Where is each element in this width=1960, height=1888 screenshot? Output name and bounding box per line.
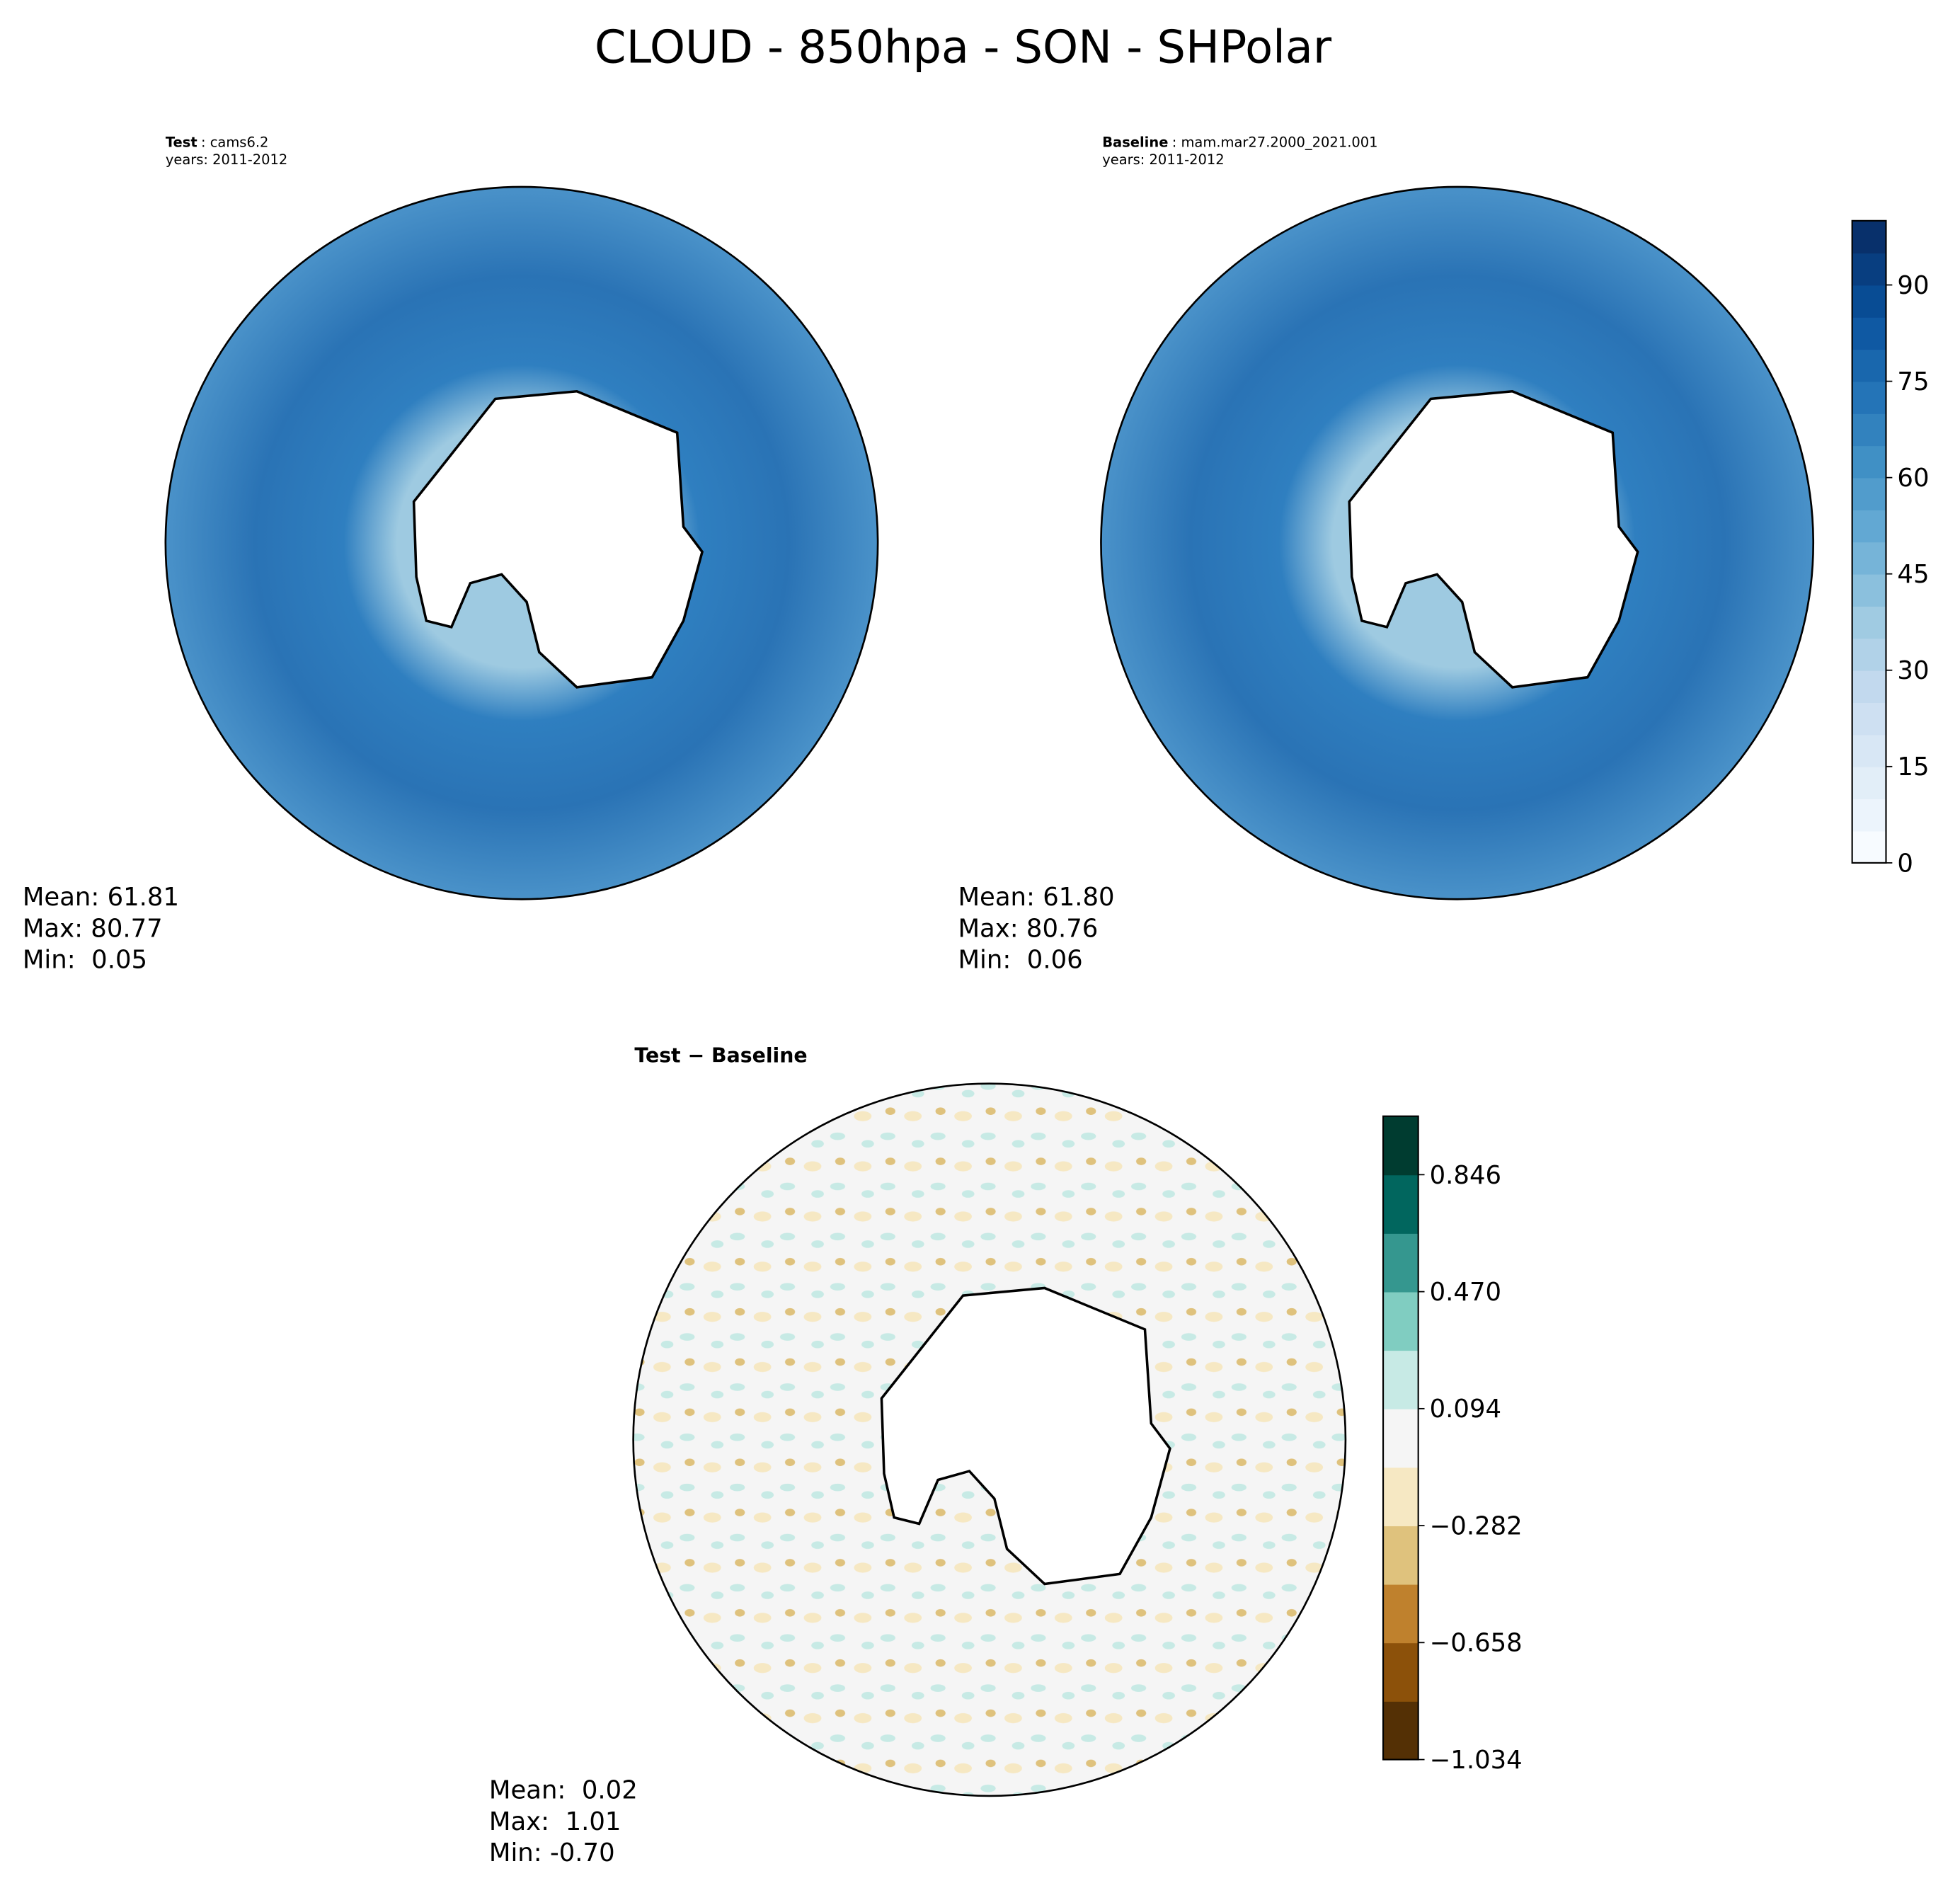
- colorbar-tick-label: 0.470: [1430, 1278, 1501, 1307]
- colorbar-tick-label: −1.034: [1430, 1746, 1523, 1775]
- colorbar-level: [1852, 220, 1886, 254]
- panel-title-case: : mam.mar27.2000_2021.001: [1172, 134, 1378, 150]
- colorbar-level: [1852, 638, 1886, 671]
- colorbar-level: [1852, 349, 1886, 382]
- colorbar-level: [1852, 413, 1886, 447]
- panel-stat: Mean: 0.02: [489, 1775, 638, 1804]
- colorbar-tick-label: 0: [1897, 849, 1913, 878]
- map-diff: [632, 1082, 1347, 1797]
- colorbar-level: [1852, 477, 1886, 510]
- colorbar-level: [1383, 1408, 1419, 1468]
- colorbar-tick-label: 60: [1897, 464, 1929, 493]
- panel-years: years: 2011-2012: [166, 151, 287, 168]
- colorbar-level: [1383, 1291, 1419, 1351]
- figure-title: CLOUD - 850hpa - SON - SHPolar: [595, 22, 1332, 74]
- colorbar-tick-label: 15: [1897, 753, 1929, 782]
- panel-stat: Min: 0.06: [958, 946, 1082, 975]
- antarctica: [1348, 389, 1639, 689]
- colorbar-frame: [1851, 219, 1887, 864]
- colorbar-level: [1383, 1584, 1419, 1644]
- colorbar-level: [1383, 1526, 1419, 1585]
- colorbar-level: [1852, 830, 1886, 864]
- panel-stat: Min: 0.05: [23, 946, 147, 975]
- panel-stat: Max: 1.01: [489, 1807, 621, 1836]
- colorbar-level: [1852, 542, 1886, 575]
- colorbar-level: [1852, 445, 1886, 479]
- colorbar-tick-label: −0.658: [1430, 1629, 1523, 1658]
- antarctica: [880, 1286, 1171, 1586]
- panel-title-bold: Baseline: [1102, 134, 1168, 150]
- colorbar-tick-label: 0.846: [1430, 1161, 1501, 1190]
- map-test: [164, 185, 879, 900]
- colorbar-level: [1383, 1350, 1419, 1409]
- panel-stat: Mean: 61.81: [23, 883, 179, 912]
- colorbar-level: [1852, 573, 1886, 607]
- panel-title: Test: cams6.2: [166, 134, 269, 150]
- colorbar-level: [1383, 1467, 1419, 1526]
- colorbar-tick-label: 0.094: [1430, 1395, 1501, 1424]
- colorbar-level: [1852, 381, 1886, 414]
- panel-title-case: : cams6.2: [201, 134, 268, 150]
- colorbar-tick-label: 75: [1897, 367, 1929, 396]
- colorbar-level: [1852, 606, 1886, 639]
- colorbar-level: [1852, 799, 1886, 832]
- panel-title: Test − Baseline: [634, 1044, 807, 1068]
- colorbar-level: [1852, 734, 1886, 767]
- panel-years: years: 2011-2012: [1102, 151, 1224, 168]
- colorbar-tick-label: 90: [1897, 271, 1929, 300]
- colorbar-level: [1852, 670, 1886, 703]
- colorbar-level: [1852, 285, 1886, 318]
- panel-title-bold: Test − Baseline: [634, 1044, 807, 1068]
- colorbar-level: [1383, 1116, 1419, 1176]
- colorbar-level: [1852, 509, 1886, 543]
- colorbar-level: [1852, 766, 1886, 800]
- panel-title: Baseline: mam.mar27.2000_2021.001: [1102, 134, 1377, 150]
- colorbar-level: [1852, 702, 1886, 736]
- colorbar-level: [1383, 1700, 1419, 1761]
- colorbar-level: [1383, 1232, 1419, 1293]
- panel-title-bold: Test: [166, 134, 197, 150]
- colorbar-tick-label: −0.282: [1430, 1511, 1523, 1540]
- panel-stat: Max: 80.76: [958, 914, 1098, 943]
- panel-stat: Mean: 61.80: [958, 883, 1114, 912]
- colorbar-tick-label: 30: [1897, 656, 1929, 685]
- colorbar-level: [1383, 1642, 1419, 1702]
- colorbar-level: [1852, 316, 1886, 350]
- colorbar-level: [1852, 253, 1886, 286]
- antarctica: [412, 389, 704, 689]
- map-baseline: [1100, 185, 1815, 900]
- colorbar-tick-label: 45: [1897, 560, 1929, 589]
- colorbar-level: [1383, 1174, 1419, 1234]
- panel-stat: Max: 80.77: [23, 914, 163, 943]
- colorbar-frame: [1382, 1115, 1419, 1761]
- panel-stat: Min: -0.70: [489, 1838, 615, 1867]
